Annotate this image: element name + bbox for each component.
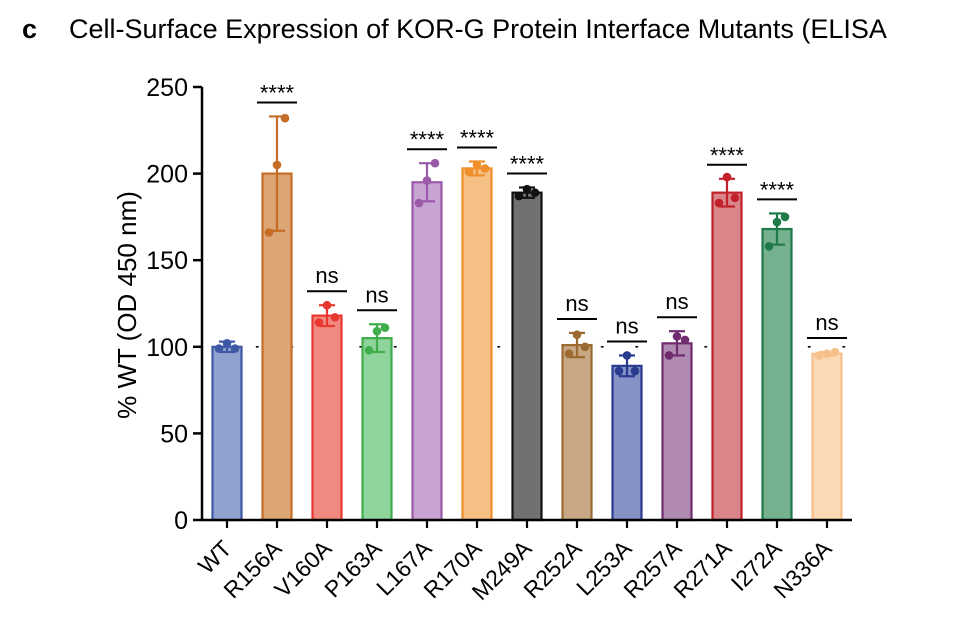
y-tick-label-200: 200 <box>146 161 188 189</box>
panel-letter: c <box>22 14 38 44</box>
bar-R257A <box>661 342 693 522</box>
data-point-N336A-3 <box>830 347 840 357</box>
data-point-V160A-3 <box>330 313 340 322</box>
data-point-N336A-1 <box>814 351 824 360</box>
chart-title: Cell-Surface Expression of KOR-G Protein… <box>69 14 887 44</box>
bar-R170A <box>461 167 493 522</box>
data-point-N336A-2 <box>822 349 832 359</box>
bar-L253A <box>611 364 643 522</box>
data-point-R257A-2 <box>672 332 682 341</box>
data-point-L253A-2 <box>622 351 632 360</box>
data-point-R257A-1 <box>664 351 674 360</box>
significance-label-M249A: **** <box>510 151 545 176</box>
significance-label-R271A: **** <box>710 143 745 168</box>
significance-label-V160A: ns <box>315 263 338 288</box>
data-point-M249A-3 <box>530 188 540 197</box>
significance-label-R257A: ns <box>665 289 688 314</box>
bar-N336A <box>811 352 843 522</box>
y-tick-label-250: 250 <box>146 74 188 102</box>
data-point-V160A-2 <box>322 300 332 310</box>
data-point-L167A-1 <box>414 198 424 208</box>
bar-V160A <box>311 314 343 522</box>
data-point-R170A-3 <box>480 164 490 173</box>
data-point-V160A-1 <box>314 318 324 327</box>
data-point-R252A-3 <box>580 342 590 352</box>
significance-group: **** ns ns **** **** **** ns ns ns **** **** ns <box>257 80 847 343</box>
bar-R252A <box>561 343 593 522</box>
y-tick-label-50: 50 <box>160 420 188 448</box>
data-point-R156A-3 <box>280 113 290 123</box>
significance-label-P163A: ns <box>365 282 388 307</box>
y-ticks-group: 0 50 100 150 200 250 <box>146 74 202 535</box>
data-point-R271A-1 <box>714 198 724 208</box>
significance-label-L253A: ns <box>615 313 638 338</box>
y-tick-label-0: 0 <box>174 507 188 535</box>
significance-label-R252A: ns <box>565 291 588 316</box>
data-point-R252A-1 <box>564 349 574 359</box>
bar-R271A <box>711 191 743 522</box>
data-point-R170A-2 <box>472 160 482 170</box>
data-point-R271A-2 <box>722 172 732 182</box>
y-axis-title: % WT (OD 450 nm) <box>112 191 142 419</box>
bar-I272A <box>761 227 793 522</box>
data-point-I272A-3 <box>780 212 790 222</box>
data-point-WT-3 <box>230 344 240 353</box>
data-point-R170A-1 <box>464 167 474 177</box>
data-point-R156A-1 <box>264 228 274 237</box>
significance-label-N336A: ns <box>815 310 838 335</box>
data-point-R156A-2 <box>272 160 282 170</box>
x-label-P163A: P163A <box>319 535 387 603</box>
bars-group <box>211 167 843 522</box>
figure-title-row: c Cell-Surface Expression of KOR-G Protei… <box>22 14 887 45</box>
data-point-P163A-3 <box>380 323 390 333</box>
data-point-WT-2 <box>222 339 232 348</box>
data-point-R257A-3 <box>680 335 690 345</box>
significance-label-R156A: **** <box>260 80 295 105</box>
data-point-I272A-1 <box>764 242 774 251</box>
x-label-R252A: R252A <box>518 535 587 604</box>
y-tick-label-150: 150 <box>146 247 188 275</box>
significance-label-L167A: **** <box>410 127 445 152</box>
data-point-M249A-2 <box>522 184 532 194</box>
data-point-P163A-2 <box>372 326 382 336</box>
significance-label-R170A: **** <box>460 125 495 150</box>
y-tick-label-100: 100 <box>146 334 188 362</box>
data-point-L167A-3 <box>430 158 440 168</box>
data-point-L253A-1 <box>614 366 624 376</box>
data-point-I272A-2 <box>772 217 782 227</box>
x-label-R156A: R156A <box>218 535 287 604</box>
data-point-L167A-2 <box>422 176 432 185</box>
bar-M249A <box>511 191 543 522</box>
bar-WT <box>211 345 243 522</box>
data-point-L253A-3 <box>630 366 640 376</box>
data-point-R271A-3 <box>730 193 740 203</box>
data-point-WT-1 <box>214 344 224 353</box>
data-point-R252A-2 <box>572 330 582 339</box>
data-points-group <box>214 113 840 376</box>
x-category-labels-group: WTR156AV160AP163AL167AR170AM249AR252AL25… <box>193 520 837 605</box>
bar-L167A <box>411 181 443 522</box>
x-label-N336A: N336A <box>768 535 837 604</box>
significance-label-I272A: **** <box>760 177 795 202</box>
data-point-M249A-1 <box>514 191 524 201</box>
x-label-R271A: R271A <box>668 535 737 604</box>
bar-P163A <box>361 337 393 522</box>
data-point-P163A-1 <box>364 345 374 355</box>
